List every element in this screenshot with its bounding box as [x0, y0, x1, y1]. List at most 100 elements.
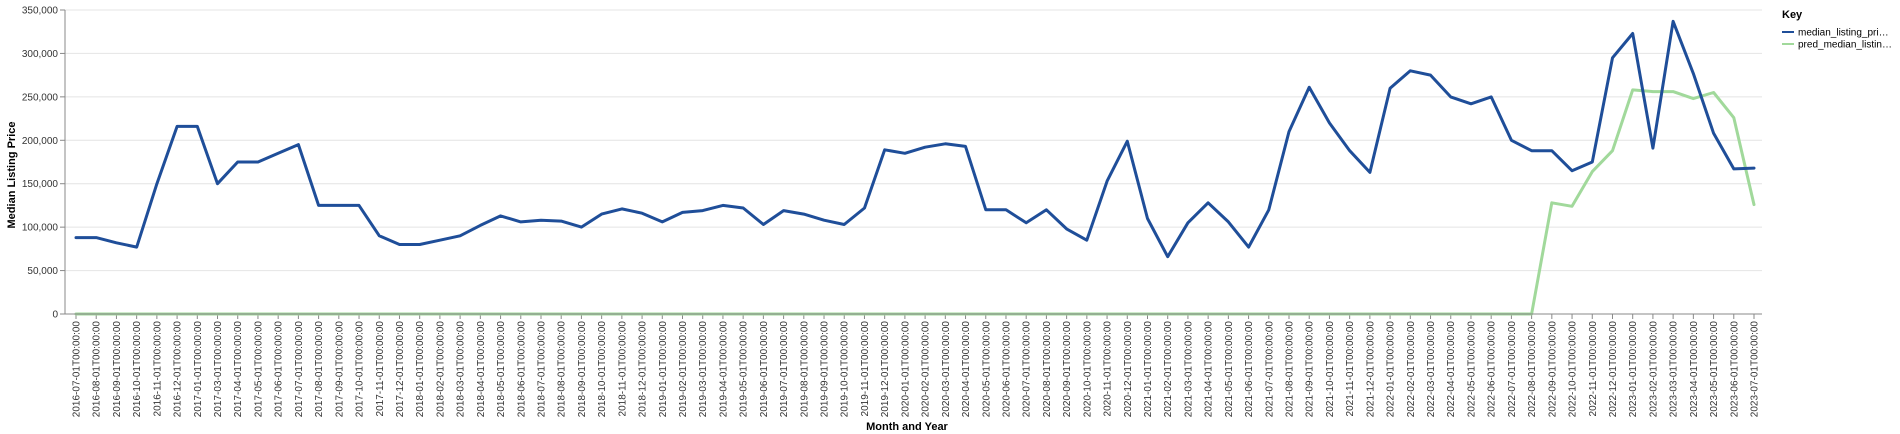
x-tick-label: 2018-12-01T00:00:00 — [638, 321, 649, 418]
x-axis: 2016-07-01T00:00:00 2016-08-01T00:00:00 20… — [72, 314, 1761, 417]
x-tick-label: 2019-07-01T00:00:00 — [779, 321, 790, 418]
x-tick-label: 2021-03-01T00:00:00 — [1183, 321, 1194, 418]
x-tick-label: 2018-04-01T00:00:00 — [476, 321, 487, 418]
x-tick-label: 2017-08-01T00:00:00 — [314, 321, 325, 418]
x-tick-label: 2022-02-01T00:00:00 — [1406, 321, 1417, 418]
x-tick-label: 2017-03-01T00:00:00 — [213, 321, 224, 418]
x-tick-label: 2022-10-01T00:00:00 — [1568, 321, 1579, 418]
y-tick-label: 0 — [52, 310, 58, 321]
x-tick-label: 2022-04-01T00:00:00 — [1446, 321, 1457, 418]
x-tick-label: 2023-02-01T00:00:00 — [1648, 321, 1659, 418]
x-tick-label: 2019-02-01T00:00:00 — [678, 321, 689, 418]
x-tick-label: 2021-11-01T00:00:00 — [1345, 321, 1356, 417]
x-tick-label: 2021-01-01T00:00:00 — [1143, 321, 1154, 418]
x-tick-label: 2020-07-01T00:00:00 — [1022, 321, 1033, 418]
x-tick-label: 2021-10-01T00:00:00 — [1325, 321, 1336, 418]
x-tick-label: 2022-08-01T00:00:00 — [1527, 321, 1538, 418]
y-tick-label: 350,000 — [22, 6, 59, 17]
x-tick-label: 2021-06-01T00:00:00 — [1244, 321, 1255, 418]
x-tick-label: 2018-10-01T00:00:00 — [597, 321, 608, 418]
x-tick-label: 2017-09-01T00:00:00 — [334, 321, 345, 418]
legend-title: Key — [1782, 9, 1803, 21]
x-tick-label: 2020-05-01T00:00:00 — [981, 321, 992, 418]
x-tick-label: 2018-07-01T00:00:00 — [536, 321, 547, 418]
y-tick-label: 250,000 — [22, 92, 59, 103]
x-tick-label: 2023-06-01T00:00:00 — [1729, 321, 1740, 418]
x-tick-label: 2019-10-01T00:00:00 — [840, 321, 851, 418]
x-tick-label: 2021-08-01T00:00:00 — [1285, 321, 1296, 418]
x-tick-label: 2018-06-01T00:00:00 — [516, 321, 527, 418]
x-tick-label: 2022-05-01T00:00:00 — [1466, 321, 1477, 418]
x-tick-label: 2016-11-01T00:00:00 — [152, 321, 163, 417]
x-tick-label: 2020-08-01T00:00:00 — [1042, 321, 1053, 418]
y-tick-label: 50,000 — [27, 266, 58, 277]
x-tick-label: 2016-08-01T00:00:00 — [92, 321, 103, 418]
x-tick-label: 2021-12-01T00:00:00 — [1365, 321, 1376, 418]
x-tick-label: 2017-06-01T00:00:00 — [274, 321, 285, 418]
x-tick-label: 2020-09-01T00:00:00 — [1062, 321, 1073, 418]
x-tick-label: 2021-07-01T00:00:00 — [1264, 321, 1275, 418]
x-tick-label: 2020-10-01T00:00:00 — [1082, 321, 1093, 418]
x-tick-label: 2021-09-01T00:00:00 — [1305, 321, 1316, 418]
y-tick-label: 300,000 — [22, 49, 59, 60]
x-tick-label: 2019-09-01T00:00:00 — [820, 321, 831, 418]
x-tick-label: 2017-05-01T00:00:00 — [253, 321, 264, 418]
x-tick-label: 2022-12-01T00:00:00 — [1608, 321, 1619, 418]
x-tick-label: 2019-03-01T00:00:00 — [698, 321, 709, 418]
x-tick-label: 2016-09-01T00:00:00 — [112, 321, 123, 418]
series-line-median-listing-price — [74, 19, 1756, 259]
y-axis-title: Median Listing Price — [6, 122, 18, 229]
x-tick-label: 2019-04-01T00:00:00 — [718, 321, 729, 418]
x-tick-label: 2023-01-01T00:00:00 — [1628, 321, 1639, 418]
x-tick-label: 2022-06-01T00:00:00 — [1487, 321, 1498, 418]
x-tick-label: 2020-01-01T00:00:00 — [900, 321, 911, 418]
x-tick-label: 2017-11-01T00:00:00 — [375, 321, 386, 417]
x-tick-label: 2022-07-01T00:00:00 — [1507, 321, 1518, 418]
legend-label: pred_median_listin… — [1798, 40, 1892, 51]
x-tick-label: 2017-07-01T00:00:00 — [294, 321, 305, 418]
x-tick-label: 2022-01-01T00:00:00 — [1386, 321, 1397, 418]
x-tick-label: 2019-06-01T00:00:00 — [759, 321, 770, 418]
x-tick-label: 2019-01-01T00:00:00 — [658, 321, 669, 418]
legend-label: median_listing_pri… — [1798, 28, 1889, 39]
x-tick-label: 2017-04-01T00:00:00 — [233, 321, 244, 418]
x-tick-label: 2020-12-01T00:00:00 — [1123, 321, 1134, 418]
x-tick-label: 2017-12-01T00:00:00 — [395, 321, 406, 418]
x-tick-label: 2023-05-01T00:00:00 — [1709, 321, 1720, 418]
x-tick-label: 2016-12-01T00:00:00 — [173, 321, 184, 418]
x-tick-label: 2018-01-01T00:00:00 — [415, 321, 426, 418]
x-tick-label: 2019-08-01T00:00:00 — [799, 321, 810, 418]
x-tick-label: 2020-11-01T00:00:00 — [1103, 321, 1114, 417]
x-tick-label: 2018-05-01T00:00:00 — [496, 321, 507, 418]
x-tick-label: 2019-12-01T00:00:00 — [880, 321, 891, 418]
x-tick-label: 2017-10-01T00:00:00 — [355, 321, 366, 418]
y-axis: 0 50,000 100,000 150,000 200,000 250,000 300,0… — [22, 6, 65, 321]
x-tick-label: 2019-05-01T00:00:00 — [739, 321, 750, 418]
x-tick-label: 2016-07-01T00:00:00 — [72, 321, 83, 418]
x-axis-title: Month and Year — [866, 421, 948, 433]
x-tick-label: 2023-04-01T00:00:00 — [1689, 321, 1700, 418]
x-tick-label: 2022-03-01T00:00:00 — [1426, 321, 1437, 418]
x-tick-label: 2018-08-01T00:00:00 — [557, 321, 568, 418]
x-tick-label: 2023-03-01T00:00:00 — [1669, 321, 1680, 418]
x-tick-label: 2021-04-01T00:00:00 — [1204, 321, 1215, 418]
x-tick-label: 2020-02-01T00:00:00 — [921, 321, 932, 418]
x-tick-label: 2017-01-01T00:00:00 — [193, 321, 204, 418]
x-tick-label: 2023-07-01T00:00:00 — [1750, 321, 1761, 418]
x-tick-label: 2020-03-01T00:00:00 — [941, 321, 952, 418]
grid-lines — [65, 9, 1762, 315]
x-tick-label: 2020-04-01T00:00:00 — [961, 321, 972, 418]
x-tick-label: 2019-11-01T00:00:00 — [860, 321, 871, 417]
x-tick-label: 2018-09-01T00:00:00 — [577, 321, 588, 418]
y-tick-label: 100,000 — [22, 223, 59, 234]
x-tick-label: 2018-11-01T00:00:00 — [617, 321, 628, 417]
x-tick-label: 2022-09-01T00:00:00 — [1547, 321, 1558, 418]
x-tick-label: 2018-02-01T00:00:00 — [435, 321, 446, 418]
legend: Key median_listing_pri…pred_median_listi… — [1782, 9, 1892, 51]
x-tick-label: 2021-02-01T00:00:00 — [1163, 321, 1174, 418]
x-tick-label: 2020-06-01T00:00:00 — [1001, 321, 1012, 418]
x-tick-label: 2018-03-01T00:00:00 — [456, 321, 467, 418]
y-tick-label: 200,000 — [22, 136, 59, 147]
x-tick-label: 2016-10-01T00:00:00 — [132, 321, 143, 418]
